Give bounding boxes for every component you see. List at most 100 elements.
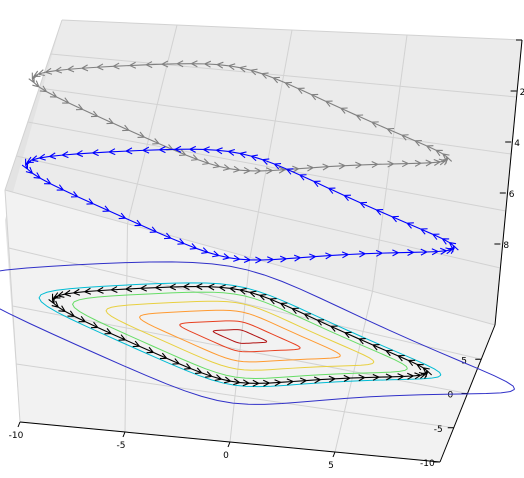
contour-line-6	[212, 329, 268, 344]
contour-line-2	[71, 291, 408, 379]
arrow-1	[32, 172, 41, 179]
arrow-0	[113, 62, 130, 70]
arrow-2	[84, 321, 99, 329]
arrow-1	[432, 233, 443, 240]
arrow-1	[406, 222, 422, 230]
arrow-2	[166, 357, 180, 365]
arrow-0	[82, 108, 99, 118]
arrow-1	[426, 248, 439, 256]
arrow-0	[408, 159, 422, 167]
x-tick	[332, 451, 336, 458]
arrow-1	[76, 150, 93, 158]
arrow-2	[249, 290, 260, 298]
arrow-2	[403, 372, 414, 380]
arrow-0	[249, 167, 261, 175]
arrow-2	[330, 325, 346, 334]
arrow-2	[97, 326, 112, 335]
arrow-1	[92, 149, 110, 157]
arrow-0	[393, 160, 409, 168]
arrow-0	[96, 63, 114, 71]
y-tick-label: 0	[448, 391, 454, 401]
grid-line-back	[127, 24, 178, 224]
arrow-2	[64, 289, 74, 297]
arrow-2	[110, 333, 126, 341]
arrow-1	[300, 253, 316, 261]
arrow-0	[377, 160, 394, 168]
arrow-2	[292, 377, 307, 385]
arrow-1	[286, 168, 301, 176]
arrow-0	[440, 158, 449, 166]
arrow-2	[190, 367, 203, 375]
arrow-0	[313, 163, 330, 171]
arrow-1	[359, 201, 377, 211]
arrow-1	[40, 177, 52, 185]
arrow-2	[364, 373, 380, 381]
arrow-2	[248, 379, 260, 387]
arrow-1	[375, 208, 393, 218]
grid-line-horizontal	[50, 53, 517, 98]
arrow-1	[125, 217, 142, 227]
arrow-0	[208, 161, 220, 169]
arrow-2	[239, 379, 250, 387]
arrow-0	[229, 165, 240, 173]
arrow-0	[68, 102, 84, 111]
arrow-0	[344, 161, 362, 169]
arrow-1	[159, 146, 176, 154]
arrow-2	[408, 359, 418, 367]
arrow-2	[372, 344, 387, 352]
arrow-1	[261, 256, 274, 264]
grid-line-floor-x	[334, 291, 373, 453]
arrow-1	[420, 228, 434, 235]
grid-line-floor-y	[8, 247, 482, 360]
arrow-0	[297, 87, 312, 96]
arrow-1	[413, 248, 428, 256]
x-tick	[122, 431, 126, 438]
z-axis-line	[494, 39, 523, 326]
arrow-1	[216, 147, 229, 155]
arrow-0	[197, 158, 210, 165]
arrow-0	[161, 60, 178, 68]
arrow-2	[57, 291, 65, 298]
arrow-1	[239, 256, 251, 264]
arrow-0	[239, 166, 251, 174]
arrow-1	[250, 154, 263, 162]
arrow-1	[441, 238, 450, 245]
arrow-2	[229, 285, 241, 293]
arrow-1	[25, 166, 33, 174]
arrow-1	[315, 252, 332, 260]
arrow-0	[172, 149, 187, 157]
arrow-2	[303, 313, 318, 321]
arrow-0	[361, 161, 379, 169]
arrow-1	[92, 203, 110, 212]
z-tick-label: 8	[503, 241, 509, 251]
arrow-2	[413, 372, 422, 380]
arrow-1	[218, 253, 230, 260]
arrow-2	[153, 351, 168, 360]
arrow-0	[414, 139, 427, 147]
arrow-0	[129, 61, 147, 69]
arrow-2	[334, 374, 351, 382]
arrow-0	[340, 107, 357, 116]
arrow-1	[262, 158, 275, 165]
arrow-1	[142, 146, 160, 154]
arrow-1	[207, 250, 220, 258]
arrow-0	[228, 63, 241, 71]
arrow-2	[344, 331, 360, 340]
grid-line-back	[249, 29, 293, 258]
arrow-0	[426, 145, 437, 152]
arrow-2	[316, 319, 332, 327]
arrow-2	[125, 339, 140, 348]
arrow-0	[81, 64, 98, 72]
arrow-0	[239, 65, 252, 73]
arrow-2	[178, 363, 192, 370]
arrow-2	[385, 349, 399, 357]
arrow-1	[63, 189, 79, 198]
arrow-2	[219, 284, 231, 292]
arrow-1	[189, 145, 204, 153]
z-tick-label: 2	[520, 88, 524, 98]
y-tick-label: 5	[461, 356, 467, 366]
x-tick-label: 0	[223, 451, 229, 461]
arrow-2	[183, 283, 197, 291]
grid-line-back	[372, 34, 408, 292]
